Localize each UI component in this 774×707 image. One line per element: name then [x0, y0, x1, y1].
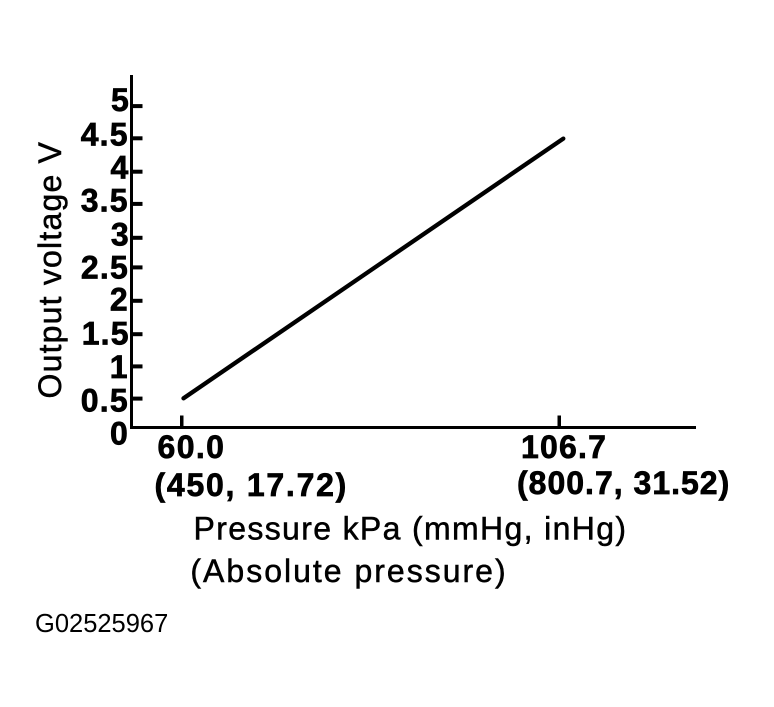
svg-text:2: 2	[110, 281, 128, 317]
svg-text:3: 3	[111, 216, 129, 252]
svg-text:1.5: 1.5	[82, 315, 130, 351]
svg-text:Output voltage V: Output voltage V	[32, 141, 68, 399]
svg-text:2.5: 2.5	[81, 250, 129, 286]
svg-text:4.5: 4.5	[81, 117, 129, 153]
svg-text:1: 1	[110, 349, 128, 385]
svg-text:0.5: 0.5	[81, 383, 129, 419]
svg-text:3.5: 3.5	[81, 183, 129, 219]
svg-text:5: 5	[111, 82, 129, 118]
svg-text:(450, 17.72): (450, 17.72)	[155, 467, 349, 503]
svg-text:106.7: 106.7	[521, 429, 607, 465]
svg-text:Pressure kPa (mmHg, inHg): Pressure kPa (mmHg, inHg)	[194, 511, 628, 547]
svg-text:60.0: 60.0	[158, 429, 226, 465]
svg-text:4: 4	[111, 149, 129, 185]
svg-text:G02525967: G02525967	[35, 610, 168, 638]
svg-text:0: 0	[110, 416, 128, 452]
svg-text:(800.7, 31.52): (800.7, 31.52)	[517, 465, 730, 501]
svg-text:(Absolute pressure): (Absolute pressure)	[190, 553, 507, 589]
